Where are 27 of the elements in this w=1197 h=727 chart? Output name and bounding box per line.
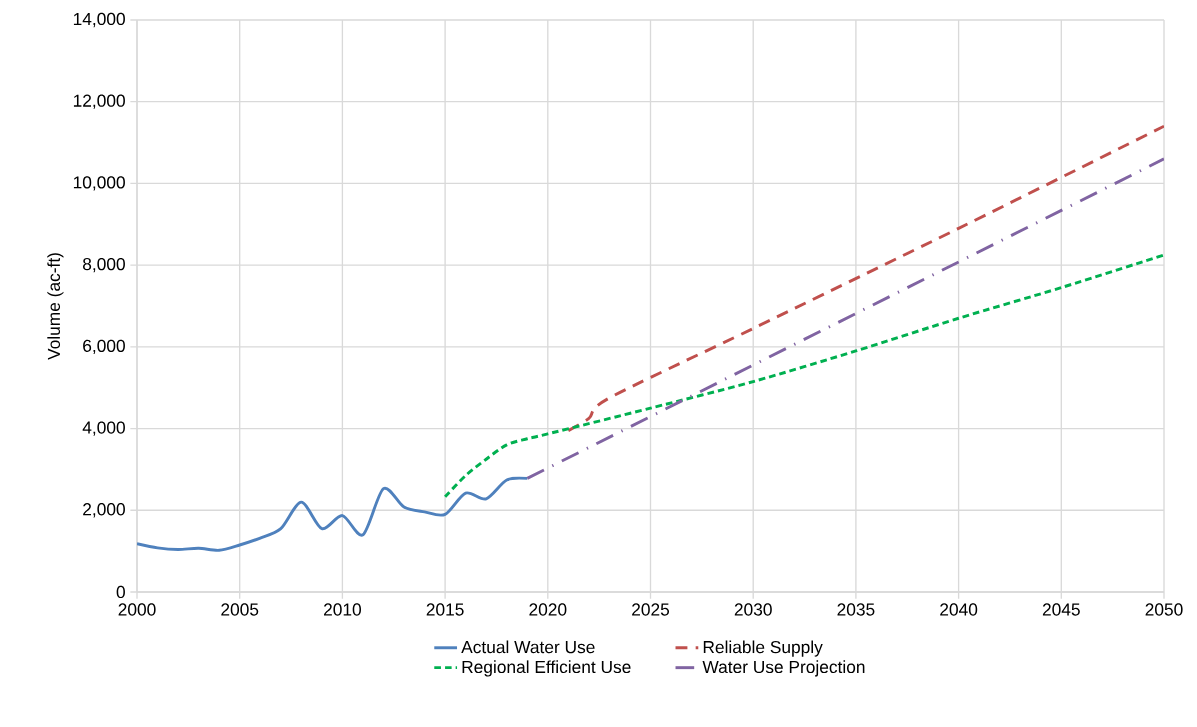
legend-label: Regional Efficient Use xyxy=(462,660,631,677)
x-tick-label: 2025 xyxy=(632,603,670,616)
y-tick-label: 14,000 xyxy=(73,12,125,28)
x-tick-label: 2005 xyxy=(221,603,259,616)
y-tick-label: 0 xyxy=(116,585,125,599)
x-tick-label: 2045 xyxy=(1042,603,1080,616)
y-tick-label: 6,000 xyxy=(83,339,125,354)
y-tick-label: 12,000 xyxy=(73,94,125,109)
legend-label: Water Use Projection xyxy=(702,660,865,677)
y-tick-label: 2,000 xyxy=(83,503,125,518)
y-tick-label: 8,000 xyxy=(83,257,125,273)
line-series xyxy=(137,476,529,552)
line-series xyxy=(443,253,1164,499)
x-tick-label: 2030 xyxy=(734,603,772,616)
x-tick-label: 2035 xyxy=(837,603,875,616)
legend-label: Actual Water Use xyxy=(461,640,595,654)
y-tick-label: 10,000 xyxy=(73,176,125,191)
x-tick-label: 2020 xyxy=(529,603,567,616)
y-axis-title: Volume (ac-ft) xyxy=(47,253,64,360)
legend-label: Reliable Supply xyxy=(703,640,823,657)
line-series xyxy=(566,124,1164,433)
x-tick-label: 2010 xyxy=(324,603,362,616)
x-tick-label: 2000 xyxy=(118,603,156,616)
x-tick-label: 2040 xyxy=(940,603,978,616)
x-tick-label: 2050 xyxy=(1145,603,1183,616)
y-tick-label: 4,000 xyxy=(82,421,125,436)
x-tick-label: 2015 xyxy=(426,603,464,616)
